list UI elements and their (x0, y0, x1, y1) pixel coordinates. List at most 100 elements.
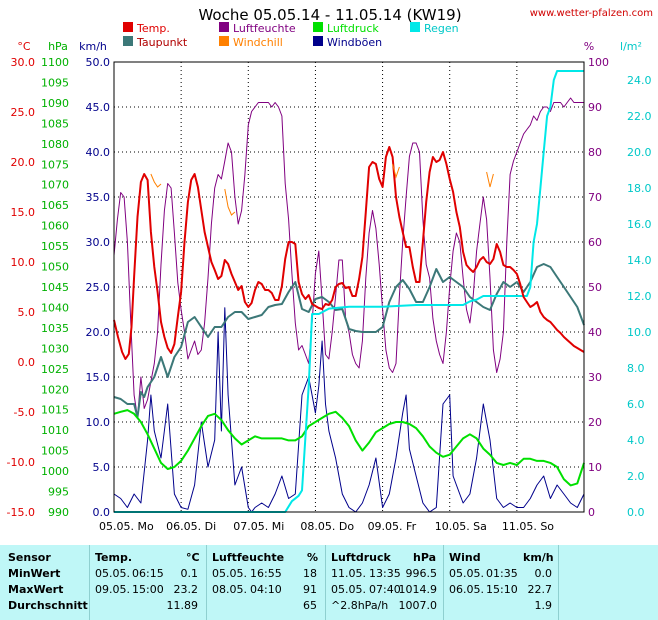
series-luftdruck (113, 409, 585, 487)
temp-tick: 5.0 (18, 306, 36, 319)
temp-date: 05.05. (95, 567, 130, 580)
legend-swatch (123, 22, 133, 32)
chart-title: Woche 05.05.14 - 11.05.14 (KW19) (198, 6, 461, 24)
temp-tick: 0.0 (18, 356, 36, 369)
wind-time: 01:35 (486, 567, 518, 580)
temp-value: 11.89 (166, 599, 199, 612)
rain-tick: 22.0 (627, 110, 652, 123)
wind-value: 0.0 (534, 567, 553, 580)
rain-unit: l/m² (620, 40, 642, 53)
humidity-tick: 60 (588, 236, 602, 249)
pressure-tick: 1030 (41, 342, 69, 355)
pressure-tick: 1070 (41, 179, 69, 192)
humidity-tick: 10 (588, 461, 602, 474)
legend-swatch (410, 22, 420, 32)
header-humidity: Luftfeuchte (212, 551, 285, 564)
header-pressure: Luftdruck (331, 551, 391, 564)
rain-tick: 10.0 (627, 326, 652, 339)
temp-value: 23.2 (173, 583, 199, 596)
temp-time: 15:00 (132, 583, 164, 596)
table-row: MaxWert 09.05. 15:00 23.2 08.05. 04:10 9… (0, 582, 658, 598)
pressure-tick: 1055 (41, 240, 69, 253)
table-header-row: Sensor Temp. °C Luftfeuchte % Luftdruck … (0, 550, 658, 566)
hum-value: 65 (303, 599, 317, 612)
temp-tick: 10.0 (11, 256, 36, 269)
weather-chart: Woche 05.05.14 - 11.05.14 (KW19) www.wet… (6, 6, 653, 533)
series-luftfeuchte (113, 97, 584, 418)
hum-time: 04:10 (250, 583, 282, 596)
pressure-tick: 1035 (41, 322, 69, 335)
rain-tick: 4.0 (627, 434, 645, 447)
rain-tick: 8.0 (627, 362, 645, 375)
header-sensor: Sensor (8, 551, 51, 564)
series-regen (114, 70, 584, 513)
pressure-tick: 1020 (41, 383, 69, 396)
temp-tick: -5.0 (14, 406, 35, 419)
site-url: www.wetter-pfalzen.com (530, 8, 653, 19)
press-value: 1007.0 (398, 599, 438, 612)
header-humidity-unit: % (307, 551, 319, 564)
series-taupunkt (113, 263, 585, 418)
pressure-tick: 990 (48, 506, 69, 519)
legend-label: Taupunkt (136, 36, 188, 49)
row-label: MaxWert (8, 583, 64, 596)
x-tick-label: 08.05. Do (300, 520, 354, 533)
temp-unit: °C (17, 40, 31, 53)
legend: Temp. Luftfeuchte Luftdruck Regen Taupunkt Wi… (123, 22, 459, 49)
wind-axis: 50.0 45.0 40.0 35.0 30.0 25.0 20.0 15.0 10.0 5.0 0… (86, 56, 111, 519)
legend-label: Luftdruck (327, 22, 379, 35)
temp-time: 06:15 (132, 567, 164, 580)
press-time: 13:35 (369, 567, 401, 580)
humidity-tick: 70 (588, 191, 602, 204)
x-tick-label: 06.05. Di (166, 520, 216, 533)
hum-date: 05.05. (212, 567, 247, 580)
wind-date: 06.05. (449, 583, 484, 596)
wind-tick: 50.0 (86, 56, 111, 69)
legend-label: Windchill (233, 36, 283, 49)
table-row: MinWert 05.05. 06:15 0.1 05.05. 16:55 18… (0, 566, 658, 582)
press-value: 1014.9 (398, 583, 438, 596)
wind-date: 05.05. (449, 567, 484, 580)
humidity-tick: 0 (588, 506, 595, 519)
temp-tick: 15.0 (11, 206, 36, 219)
press-time: 07:40 (369, 583, 401, 596)
series-windchill (150, 173, 162, 188)
wind-tick: 35.0 (86, 191, 111, 204)
pressure-axis: 1100 1095 1090 1085 1080 1075 1070 1065 1060 1055… (41, 56, 69, 519)
pressure-tick: 1095 (41, 76, 69, 89)
humidity-unit: % (584, 40, 594, 53)
legend-label: Temp. (136, 22, 170, 35)
humidity-tick: 90 (588, 101, 602, 114)
pressure-tick: 1040 (41, 301, 69, 314)
temp-tick: -10.0 (7, 456, 35, 469)
header-wind-unit: km/h (523, 551, 554, 564)
plot-frame (113, 61, 585, 513)
hum-time: 16:55 (250, 567, 282, 580)
wind-tick: 25.0 (86, 281, 111, 294)
legend-label: Luftfeuchte (233, 22, 296, 35)
rain-tick: 2.0 (627, 470, 645, 483)
rain-tick: 0.0 (627, 506, 645, 519)
series-lines (113, 70, 585, 513)
press-date: 11.05. (331, 567, 366, 580)
wind-value: 22.7 (527, 583, 553, 596)
x-tick-label: 09.05. Fr (368, 520, 417, 533)
humidity-tick: 20 (588, 416, 602, 429)
header-pressure-unit: hPa (413, 551, 437, 564)
legend-label: Windböen (327, 36, 382, 49)
x-axis-labels: 05.05. Mo 06.05. Di 07.05. Mi 08.05. Do 09.0… (99, 520, 554, 533)
legend-swatch (219, 36, 229, 46)
x-tick-label: 10.05. Sa (435, 520, 487, 533)
rain-tick: 6.0 (627, 398, 645, 411)
humidity-tick: 80 (588, 146, 602, 159)
pressure-tick: 1060 (41, 220, 69, 233)
x-tick-label: 11.05. So (502, 520, 554, 533)
series-windben (113, 307, 585, 513)
header-temp-unit: °C (186, 551, 200, 564)
series-temp (113, 146, 585, 360)
wind-value: 1.9 (534, 599, 553, 612)
series-windchill (224, 188, 236, 216)
legend-swatch (219, 22, 229, 32)
pressure-tick: 1015 (41, 404, 69, 417)
